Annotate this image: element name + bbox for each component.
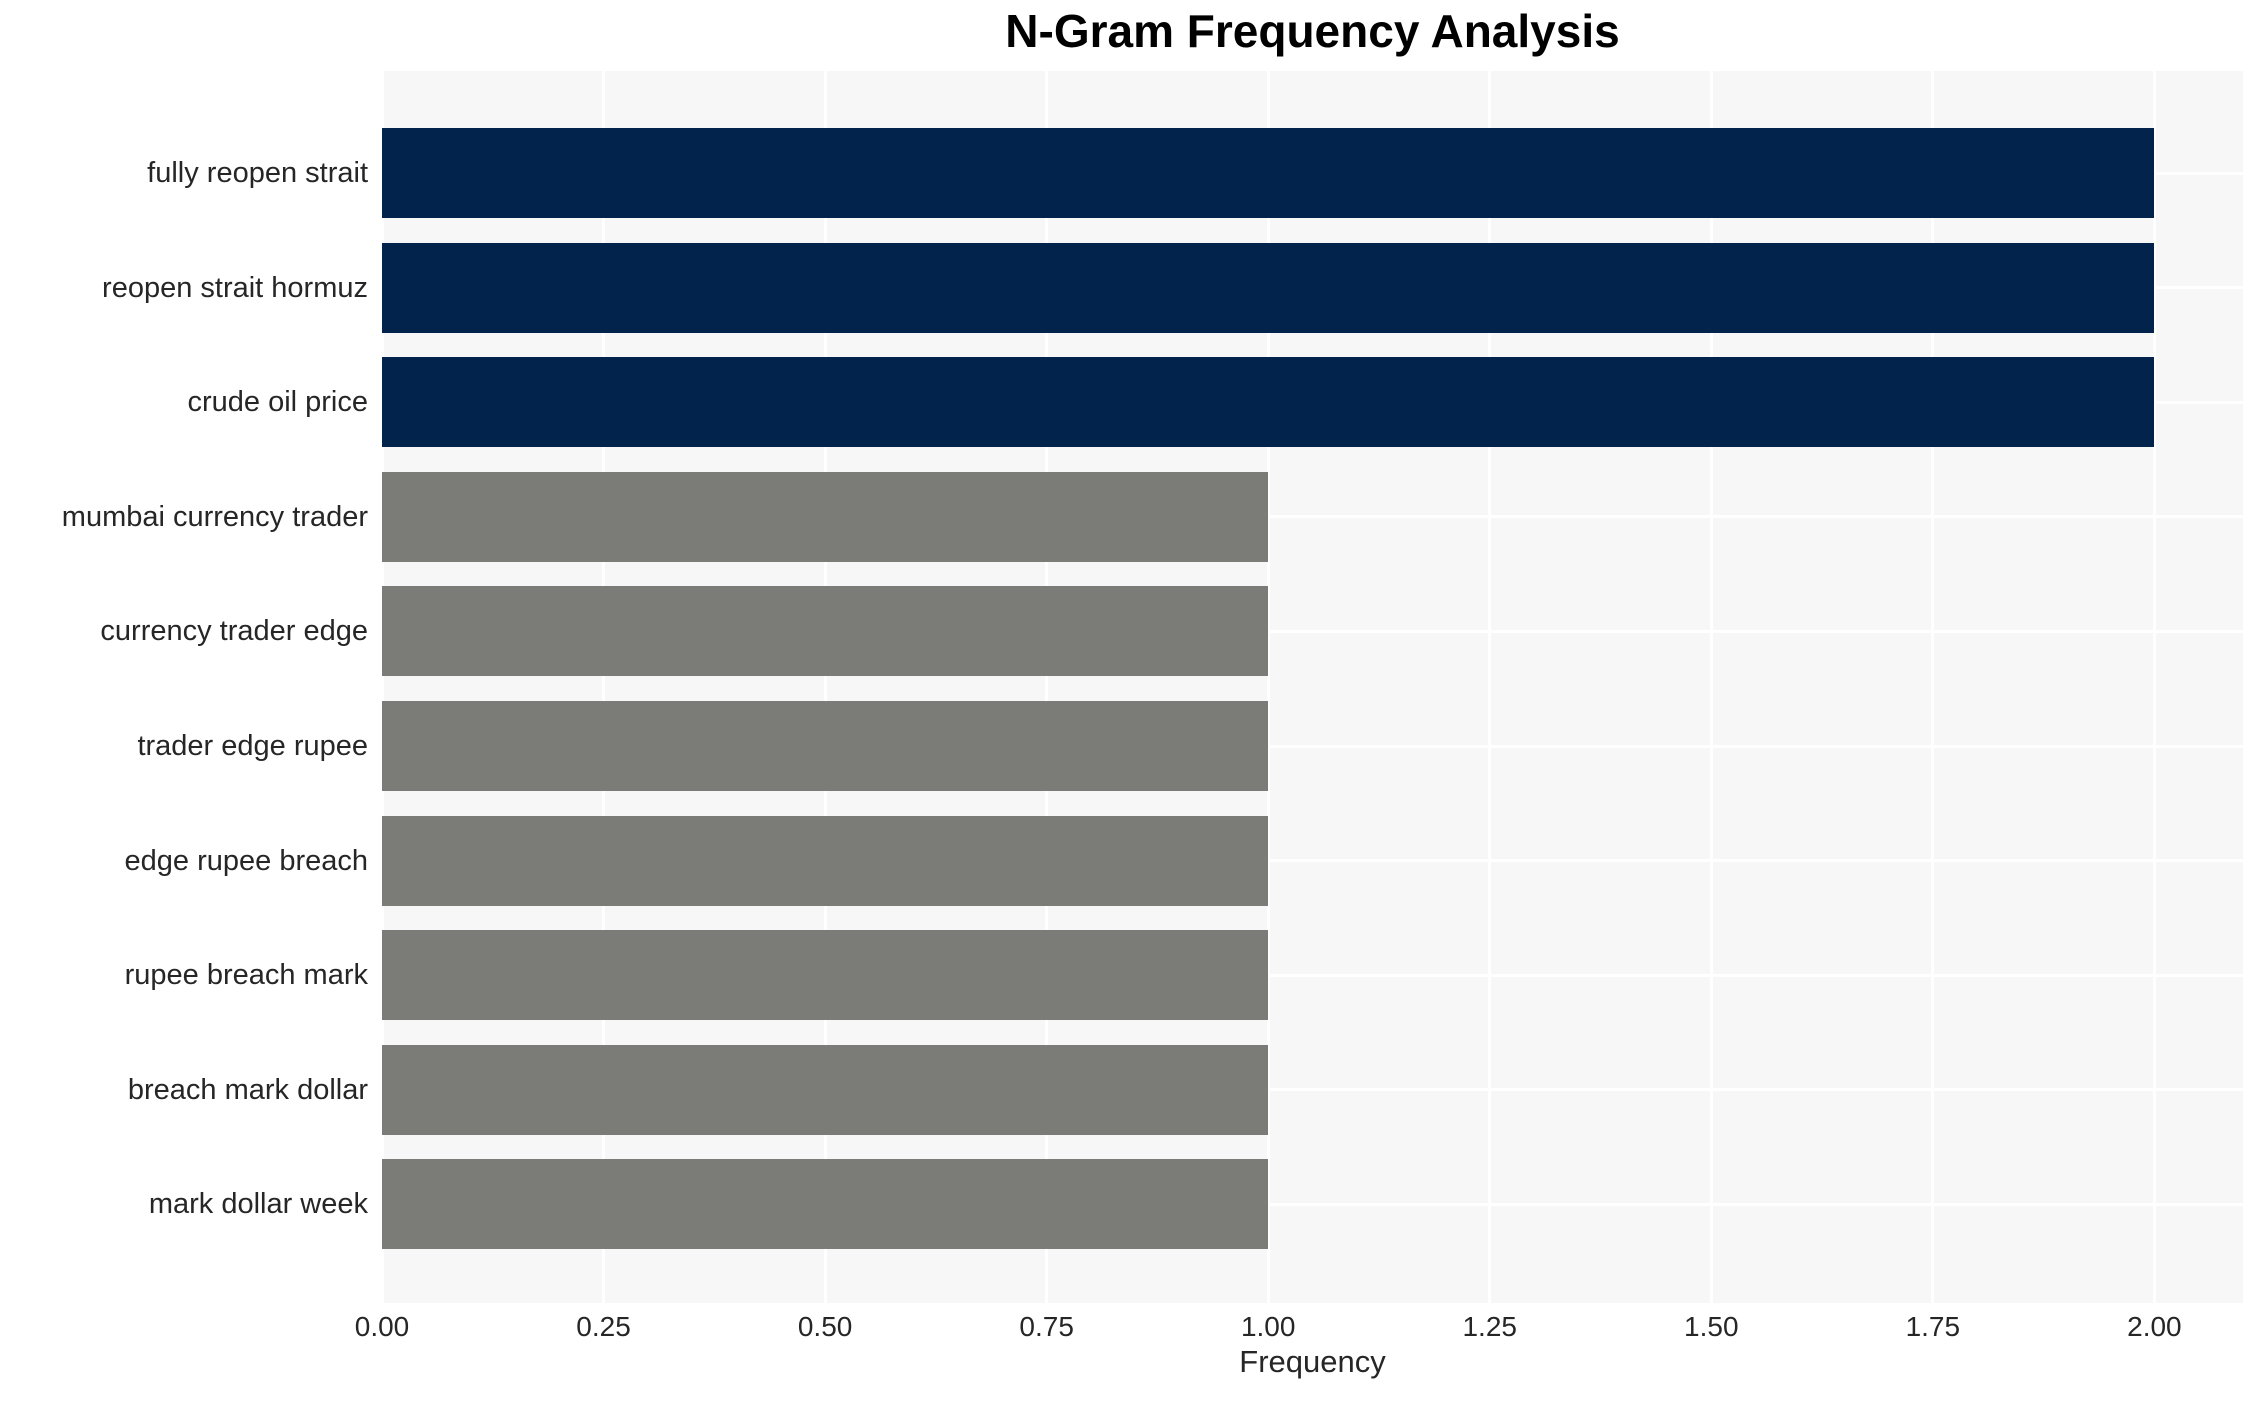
bar-rupee-breach-mark bbox=[382, 930, 1269, 1021]
bar-currency-trader-edge bbox=[382, 586, 1269, 677]
y-tick-label: fully reopen strait bbox=[147, 157, 368, 189]
bar-fully-reopen-strait bbox=[382, 128, 2155, 218]
gridline-vertical bbox=[823, 71, 827, 1303]
x-tick-label: 0.50 bbox=[797, 1311, 853, 1342]
y-tick-label: crude oil price bbox=[187, 386, 368, 419]
chart-title: N-Gram Frequency Analysis bbox=[1005, 5, 1620, 57]
x-tick-label: 0.00 bbox=[354, 1311, 410, 1342]
gridline-horizontal bbox=[382, 859, 2243, 863]
gridline-vertical bbox=[380, 71, 384, 1303]
y-tick-label: trader edge rupee bbox=[137, 730, 368, 762]
bar-crude-oil-price bbox=[382, 357, 2155, 448]
gridline-vertical bbox=[1709, 71, 1713, 1303]
y-tick-label: currency trader edge bbox=[100, 615, 368, 648]
gridline-horizontal bbox=[382, 515, 2243, 519]
x-tick-label: 0.75 bbox=[1019, 1311, 1074, 1342]
gridline-vertical bbox=[1931, 71, 1935, 1303]
bar-reopen-strait-hormuz bbox=[382, 242, 2155, 333]
x-tick-label: 1.25 bbox=[1462, 1311, 1517, 1342]
gridline-vertical bbox=[2152, 71, 2156, 1303]
gridline-horizontal bbox=[382, 1088, 2243, 1092]
gridline-horizontal bbox=[382, 973, 2243, 977]
gridline-vertical bbox=[1045, 71, 1049, 1303]
y-tick-label: reopen strait hormuz bbox=[102, 271, 368, 304]
gridline-vertical bbox=[602, 71, 606, 1303]
plot-area bbox=[380, 71, 2243, 1303]
x-tick-label: 1.00 bbox=[1240, 1311, 1296, 1342]
x-tick-label: 0.25 bbox=[576, 1311, 631, 1342]
y-tick-label: mark dollar week bbox=[148, 1188, 368, 1221]
x-tick-label: 1.50 bbox=[1684, 1311, 1739, 1342]
bar-mumbai-currency-trader bbox=[382, 471, 1269, 562]
bar-trader-edge-rupee bbox=[382, 701, 1269, 791]
bar-breach-mark-dollar bbox=[382, 1044, 1269, 1135]
y-tick-label: breach mark dollar bbox=[127, 1073, 368, 1106]
x-axis-title: Frequency bbox=[1239, 1344, 1386, 1379]
gridline-vertical bbox=[1266, 71, 1270, 1303]
bar-mark-dollar-week bbox=[382, 1159, 1269, 1250]
y-tick-label: rupee breach mark bbox=[124, 959, 368, 992]
gridline-vertical bbox=[1488, 71, 1492, 1303]
gridline-horizontal bbox=[382, 1202, 2243, 1206]
gridline-horizontal bbox=[382, 744, 2243, 748]
x-tick-label: 1.75 bbox=[1905, 1311, 1961, 1342]
bar-edge-rupee-breach bbox=[382, 815, 1269, 906]
gridline-horizontal bbox=[382, 629, 2243, 633]
y-tick-label: edge rupee breach bbox=[124, 844, 368, 877]
x-tick-label: 2.00 bbox=[2127, 1311, 2182, 1342]
y-tick-label: mumbai currency trader bbox=[61, 500, 368, 533]
